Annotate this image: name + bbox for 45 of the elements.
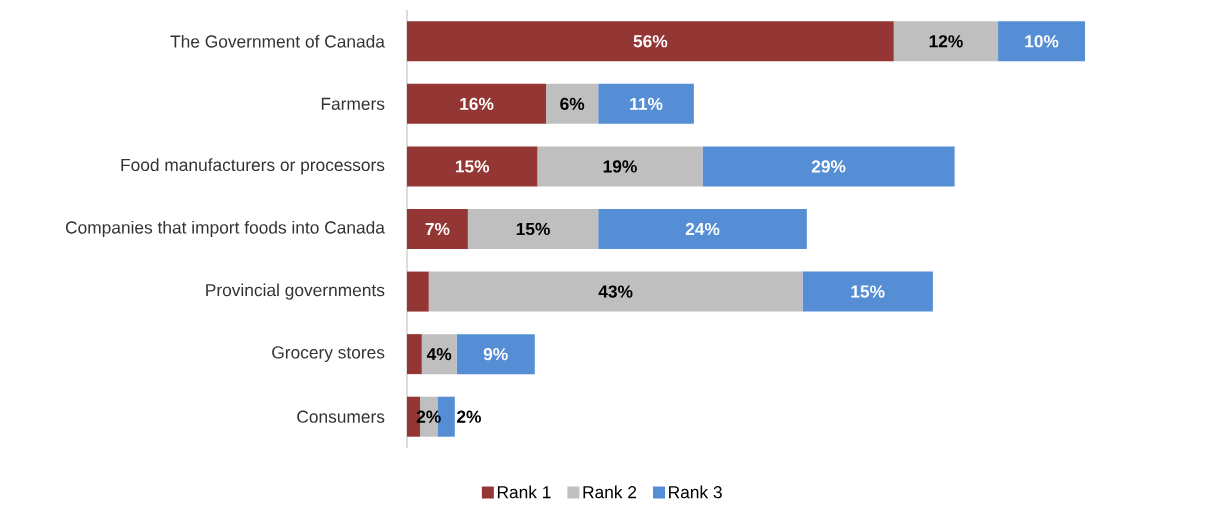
y-tick-label: Grocery stores [272,346,385,362]
y-tick-label: Farmers [321,97,385,110]
bar [467,208,599,249]
bar [998,21,1085,62]
data-label: 4% [426,348,452,361]
bar [407,208,468,249]
bar [407,83,547,124]
data-label: 7% [425,222,450,236]
y-tick-label: Food manufacturers or processors [121,158,385,175]
bar [537,146,703,187]
bar [421,334,457,375]
legend-label: Rank 1 [497,485,551,499]
data-label: 15% [516,222,550,236]
bar [407,271,429,312]
data-label: 56% [633,35,668,48]
data-label: 15% [851,285,885,298]
bar [702,146,955,187]
bar [598,83,694,124]
y-tick-label: Companies that import foods into Canada [65,220,385,238]
legend-label: Rank 3 [669,485,722,499]
y-tick-label: The Government of Canada [170,34,385,48]
bar [802,271,933,312]
data-label: 43% [598,285,633,298]
data-label: 10% [1025,35,1059,48]
data-label: 16% [460,97,494,110]
bar [598,208,807,249]
bar [407,146,538,187]
data-label: 2% [457,410,481,423]
data-label: 12% [929,35,963,48]
data-label: 19% [603,160,637,173]
bar [407,334,422,375]
data-label: 11% [630,97,663,110]
data-label: 6% [560,97,585,110]
bar [456,334,535,375]
data-label: 9% [483,347,508,361]
y-tick-label: Provincial governments [206,283,385,300]
data-label: 29% [811,160,846,173]
bar [893,21,999,62]
bar [407,21,894,62]
bar [546,83,599,124]
bar [428,271,803,312]
legend-label: Rank 2 [583,485,637,499]
y-tick-label: Consumers [297,410,385,423]
data-label: 15% [455,160,490,173]
data-label: 24% [685,222,720,236]
